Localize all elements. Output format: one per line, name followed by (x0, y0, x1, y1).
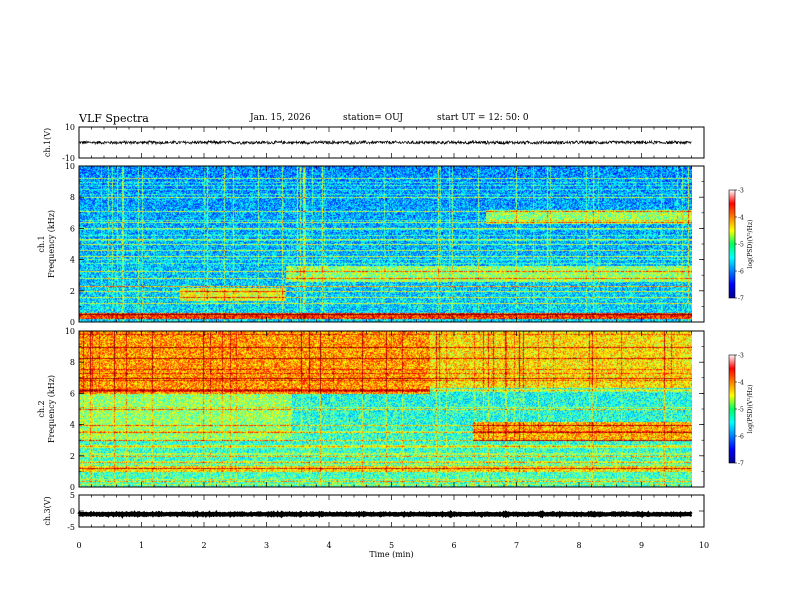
x-tick-label: 0 (76, 541, 81, 550)
ch2-spectrogram-colorbar (728, 354, 736, 464)
ch2-spectrogram-ytick-label: 6 (70, 389, 75, 398)
ch3-waveform-ytick-label: 5 (70, 491, 75, 500)
ch2-spectrogram-ytick-label: 10 (65, 327, 75, 336)
ch2-spectrogram-ylabel: ch.2 (37, 400, 46, 417)
ch2-spectrogram-colorbar-label: log(PSD)(V²/Hz) (747, 385, 754, 434)
x-tick-label: 2 (201, 541, 206, 550)
ch2-spectrogram-ytick-label: 4 (70, 421, 75, 430)
ch3-waveform-ytick-label: 0 (70, 507, 75, 516)
ch2-spectrogram-ytick-label: 8 (70, 358, 75, 367)
x-tick-label: 6 (451, 541, 456, 550)
ch1-waveform-ytick-label: 10 (65, 123, 75, 132)
ch2-spectrogram-ytick-label: 2 (70, 452, 75, 461)
ch2-spectrogram-ytick-label: 0 (70, 483, 75, 492)
x-axis-label: Time (min) (369, 550, 413, 559)
ch2-spectrogram-heatmap-image (79, 331, 692, 487)
ch2-spectrogram-colorbar-tick-label: -7 (738, 461, 744, 468)
ch2-spectrogram-colorbar-tick-label: -3 (738, 353, 744, 360)
ch1-spectrogram-ytick-label: 8 (70, 193, 75, 202)
chart-title: VLF Spectra (79, 112, 149, 125)
date-label: Jan. 15, 2026 (250, 113, 311, 123)
ch1-waveform-trace (78, 139, 692, 146)
ch3-waveform-ylabel: ch.3(V) (43, 496, 52, 525)
x-tick-label: 8 (576, 541, 581, 550)
ch3-waveform-ytick-label: -5 (67, 523, 75, 532)
ch1-spectrogram-colorbar-tick-label: -3 (738, 188, 744, 195)
ch1-spectrogram-colorbar-label: log(PSD)(V²/Hz) (747, 220, 754, 269)
ch1-spectrogram-colorbar-tick-label: -4 (738, 215, 744, 222)
ch1-spectrogram-ylabel: ch.1 (37, 235, 46, 252)
ch1-spectrogram-ytick-label: 2 (70, 287, 75, 296)
ch3-waveform-trace (77, 509, 693, 519)
x-tick-label: 7 (514, 541, 519, 550)
ch1-spectrogram-colorbar-tick-label: -5 (738, 242, 744, 249)
ch2-spectrogram-colorbar-tick-label: -5 (738, 407, 744, 414)
ch1-spectrogram-ylabel: Frequency (kHz) (47, 210, 56, 278)
x-tick-label: 4 (326, 541, 331, 550)
ch1-spectrogram-colorbar (728, 189, 736, 299)
x-tick-label: 5 (389, 541, 394, 550)
ch1-spectrogram-ytick-label: 10 (65, 162, 75, 171)
ch1-spectrogram-ytick-label: 4 (70, 256, 75, 265)
ch1-waveform-ylabel: ch.1(V) (43, 128, 52, 157)
ch2-spectrogram-ylabel: Frequency (kHz) (47, 375, 56, 443)
ch1-spectrogram-colorbar-tick-label: -7 (738, 296, 744, 303)
start-ut-label: start UT = 12: 50: 0 (437, 113, 529, 123)
x-tick-label: 10 (699, 541, 709, 550)
ch1-spectrogram-heatmap-image (79, 166, 692, 322)
station-label: station= OUJ (343, 113, 404, 123)
x-tick-label: 3 (264, 541, 269, 550)
ch2-spectrogram-colorbar-tick-label: -6 (738, 434, 744, 441)
ch2-spectrogram-colorbar-tick-label: -4 (738, 380, 744, 387)
ch1-spectrogram-ytick-label: 6 (70, 224, 75, 233)
x-tick-label: 1 (139, 541, 144, 550)
ch1-waveform-ytick-label: -10 (62, 154, 75, 163)
ch1-spectrogram-ytick-label: 0 (70, 318, 75, 327)
ch1-spectrogram-colorbar-tick-label: -6 (738, 269, 744, 276)
x-tick-label: 9 (639, 541, 644, 550)
